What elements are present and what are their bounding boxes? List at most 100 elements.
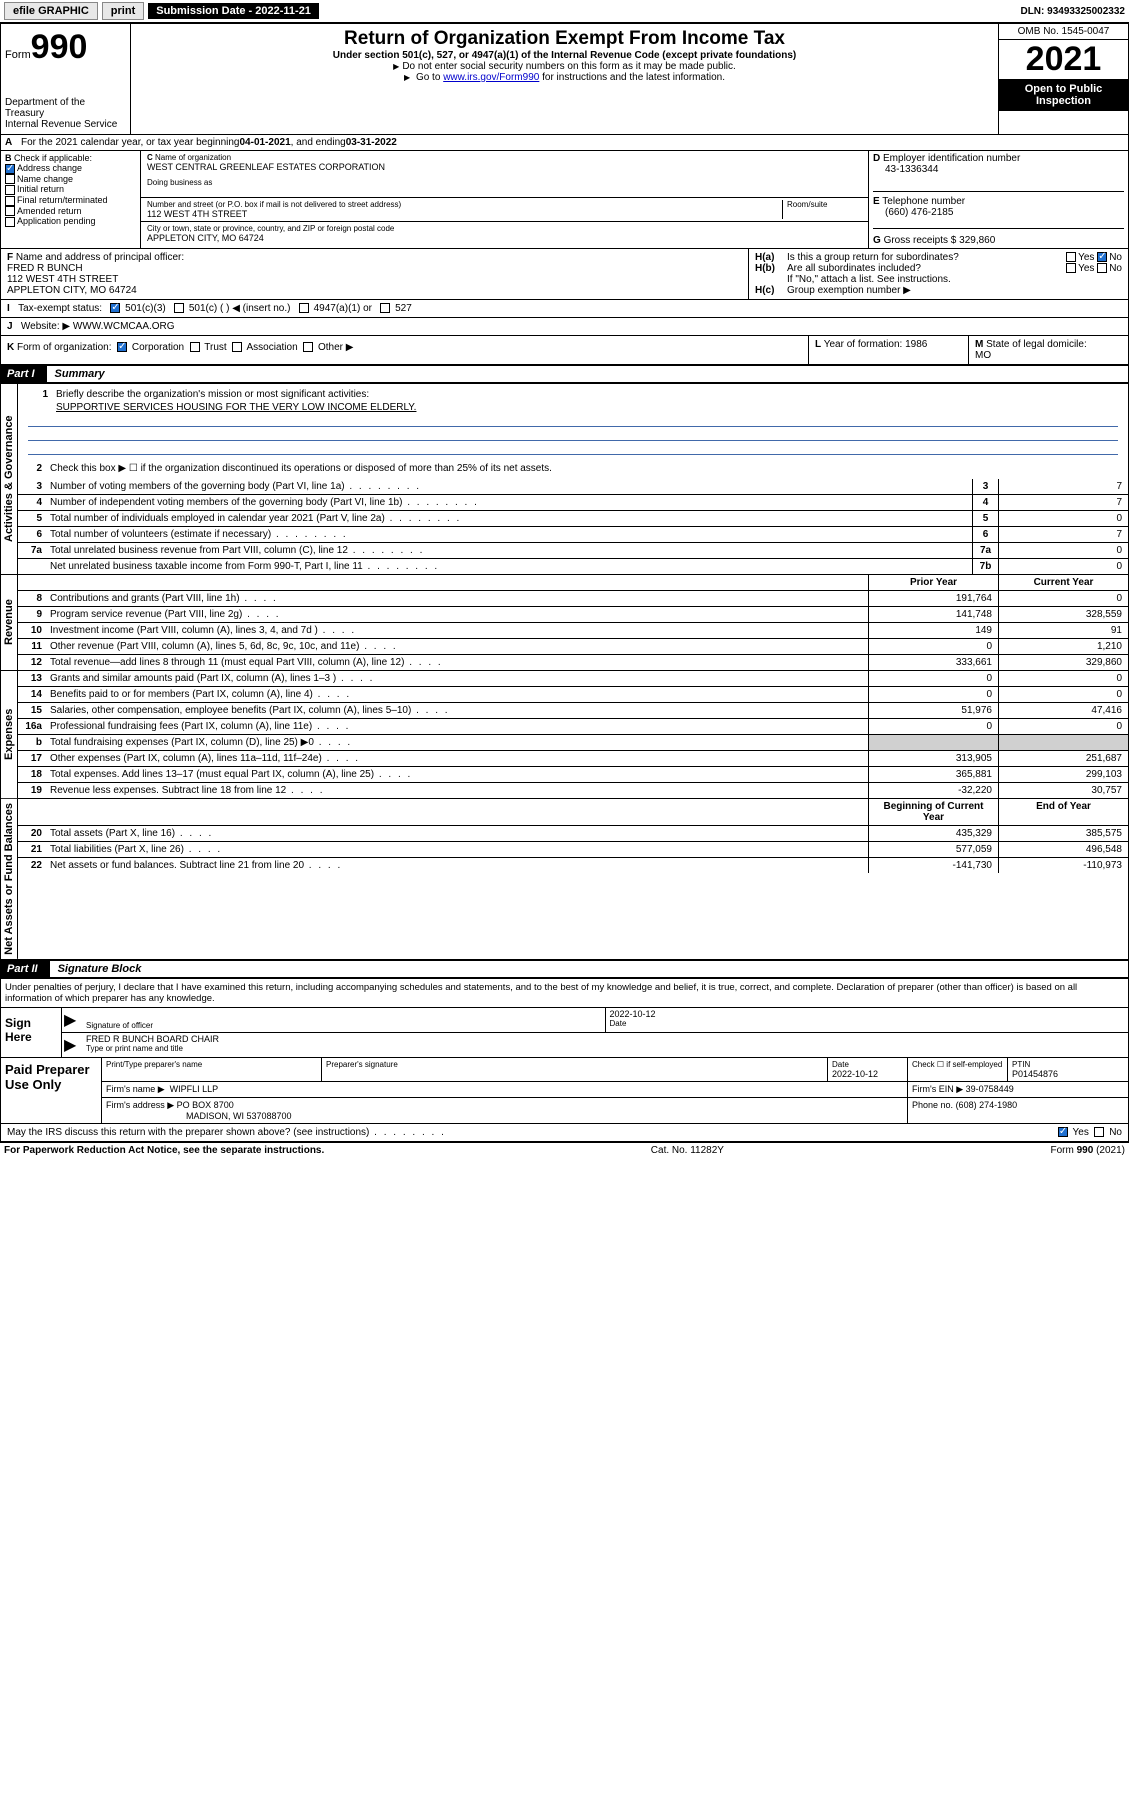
form-footer: Form 990 (2021)	[1051, 1145, 1125, 1156]
part1-summary: Activities & Governance 1Briefly describ…	[0, 383, 1129, 575]
table-row: 7aTotal unrelated business revenue from …	[18, 543, 1128, 559]
topbar: efile GRAPHIC print Submission Date - 20…	[0, 0, 1129, 23]
section-fh: F Name and address of principal officer:…	[0, 249, 1129, 300]
table-row: 15Salaries, other compensation, employee…	[18, 703, 1128, 719]
tab-expenses: Expenses	[1, 671, 18, 798]
table-row: bTotal fundraising expenses (Part IX, co…	[18, 735, 1128, 751]
section-b: B Check if applicable: Address change Na…	[1, 151, 141, 248]
form-subtitle: Under section 501(c), 527, or 4947(a)(1)…	[137, 50, 992, 61]
sign-here-label: Sign Here	[1, 1008, 61, 1057]
section-j: J Website: ▶ WWW.WCMCAA.ORG	[0, 318, 1129, 336]
table-row: 9Program service revenue (Part VIII, lin…	[18, 607, 1128, 623]
table-row: 16aProfessional fundraising fees (Part I…	[18, 719, 1128, 735]
sig-arrow-icon2: ▶	[62, 1033, 82, 1057]
chk-4947[interactable]	[299, 303, 309, 313]
ein: 43-1336344	[873, 164, 1124, 175]
chk-discuss-no[interactable]	[1094, 1127, 1104, 1137]
chk-corp[interactable]	[117, 342, 127, 352]
chk-ha-no[interactable]	[1097, 252, 1107, 262]
note-goto: Go to www.irs.gov/Form990 for instructio…	[137, 72, 992, 83]
tab-netassets: Net Assets or Fund Balances	[1, 799, 18, 959]
table-row: 17Other expenses (Part IX, column (A), l…	[18, 751, 1128, 767]
table-row: 8Contributions and grants (Part VIII, li…	[18, 591, 1128, 607]
prep-date: 2022-10-12	[832, 1069, 903, 1079]
table-row: 13Grants and similar amounts paid (Part …	[18, 671, 1128, 687]
chk-name-change[interactable]	[5, 174, 15, 184]
table-row: 4Number of independent voting members of…	[18, 495, 1128, 511]
omb-number: OMB No. 1545-0047	[999, 24, 1128, 40]
chk-501c[interactable]	[174, 303, 184, 313]
table-row: 11Other revenue (Part VIII, column (A), …	[18, 639, 1128, 655]
form-number: 990	[31, 28, 88, 66]
may-irs-discuss: May the IRS discuss this return with the…	[7, 1127, 1058, 1138]
section-klm: K Form of organization: Corporation Trus…	[0, 336, 1129, 365]
table-row: 10Investment income (Part VIII, column (…	[18, 623, 1128, 639]
part1-netassets: Net Assets or Fund Balances Beginning of…	[0, 799, 1129, 960]
table-row: 3Number of voting members of the governi…	[18, 479, 1128, 495]
submission-date: Submission Date - 2022-11-21	[148, 3, 319, 19]
section-c: C Name of organization WEST CENTRAL GREE…	[141, 151, 868, 248]
declaration-text: Under penalties of perjury, I declare th…	[1, 979, 1128, 1007]
org-city: APPLETON CITY, MO 64724	[147, 233, 862, 243]
officer-city: APPLETON CITY, MO 64724	[7, 285, 742, 296]
part1-header: Part I Summary	[0, 365, 1129, 383]
print-button[interactable]: print	[102, 2, 144, 20]
chk-final-return[interactable]	[5, 196, 15, 206]
paid-preparer: Paid Preparer Use Only Print/Type prepar…	[1, 1057, 1128, 1123]
officer-name: FRED R BUNCH	[7, 263, 742, 274]
website: WWW.WCMCAA.ORG	[73, 321, 175, 332]
firm-ein: 39-0758449	[966, 1084, 1014, 1094]
chk-assoc[interactable]	[232, 342, 242, 352]
tab-revenue: Revenue	[1, 575, 18, 670]
chk-ha-yes[interactable]	[1066, 252, 1076, 262]
note-ssn: Do not enter social security numbers on …	[137, 61, 992, 72]
chk-trust[interactable]	[190, 342, 200, 352]
org-street: 112 WEST 4TH STREET	[147, 209, 782, 219]
year-formation: 1986	[905, 339, 927, 350]
officer-print-name: FRED R BUNCH BOARD CHAIR	[86, 1034, 1124, 1044]
section-deg: D Employer identification number 43-1336…	[868, 151, 1128, 248]
table-row: 20Total assets (Part X, line 16)435,3293…	[18, 826, 1128, 842]
section-bcdeg: B Check if applicable: Address change Na…	[0, 151, 1129, 249]
chk-address-change[interactable]	[5, 164, 15, 174]
table-row: 5Total number of individuals employed in…	[18, 511, 1128, 527]
telephone: (660) 476-2185	[873, 207, 1124, 218]
open-public-badge: Open to Public Inspection	[999, 79, 1128, 111]
table-row: 14Benefits paid to or for members (Part …	[18, 687, 1128, 703]
form-word: Form	[5, 49, 31, 61]
chk-other[interactable]	[303, 342, 313, 352]
chk-527[interactable]	[380, 303, 390, 313]
part1-revenue: Revenue Prior Year Current Year 8Contrib…	[0, 575, 1129, 671]
tab-governance: Activities & Governance	[1, 384, 18, 574]
table-row: Net unrelated business taxable income fr…	[18, 559, 1128, 574]
officer-street: 112 WEST 4TH STREET	[7, 274, 742, 285]
state-domicile: MO	[975, 350, 991, 361]
gross-receipts: 329,860	[959, 235, 995, 246]
table-row: 21Total liabilities (Part X, line 26)577…	[18, 842, 1128, 858]
table-row: 12Total revenue—add lines 8 through 11 (…	[18, 655, 1128, 670]
table-row: 19Revenue less expenses. Subtract line 1…	[18, 783, 1128, 798]
chk-app-pending[interactable]	[5, 217, 15, 227]
dln: DLN: 93493325002332	[1020, 6, 1125, 17]
part1-expenses: Expenses 13Grants and similar amounts pa…	[0, 671, 1129, 799]
irs-link[interactable]: www.irs.gov/Form990	[443, 72, 539, 83]
chk-initial-return[interactable]	[5, 185, 15, 195]
efile-button[interactable]: efile GRAPHIC	[4, 2, 98, 20]
form-title: Return of Organization Exempt From Incom…	[137, 28, 992, 50]
chk-hb-no[interactable]	[1097, 263, 1107, 273]
chk-501c3[interactable]	[110, 303, 120, 313]
ty-begin: 04-01-2021	[239, 137, 290, 148]
chk-amended[interactable]	[5, 206, 15, 216]
ty-end: 03-31-2022	[346, 137, 397, 148]
table-row: 18Total expenses. Add lines 13–17 (must …	[18, 767, 1128, 783]
section-i: I Tax-exempt status: 501(c)(3) 501(c) ( …	[0, 300, 1129, 318]
chk-discuss-yes[interactable]	[1058, 1127, 1068, 1137]
chk-hb-yes[interactable]	[1066, 263, 1076, 273]
org-name: WEST CENTRAL GREENLEAF ESTATES CORPORATI…	[147, 162, 862, 172]
firm-addr1: PO BOX 8700	[177, 1100, 234, 1110]
dept-treasury: Department of the Treasury	[5, 97, 126, 119]
check-self-employed[interactable]: Check ☐ if self-employed	[908, 1058, 1008, 1081]
table-row: 6Total number of volunteers (estimate if…	[18, 527, 1128, 543]
sig-date: 2022-10-12	[610, 1009, 1125, 1019]
firm-phone: (608) 274-1980	[956, 1100, 1018, 1110]
